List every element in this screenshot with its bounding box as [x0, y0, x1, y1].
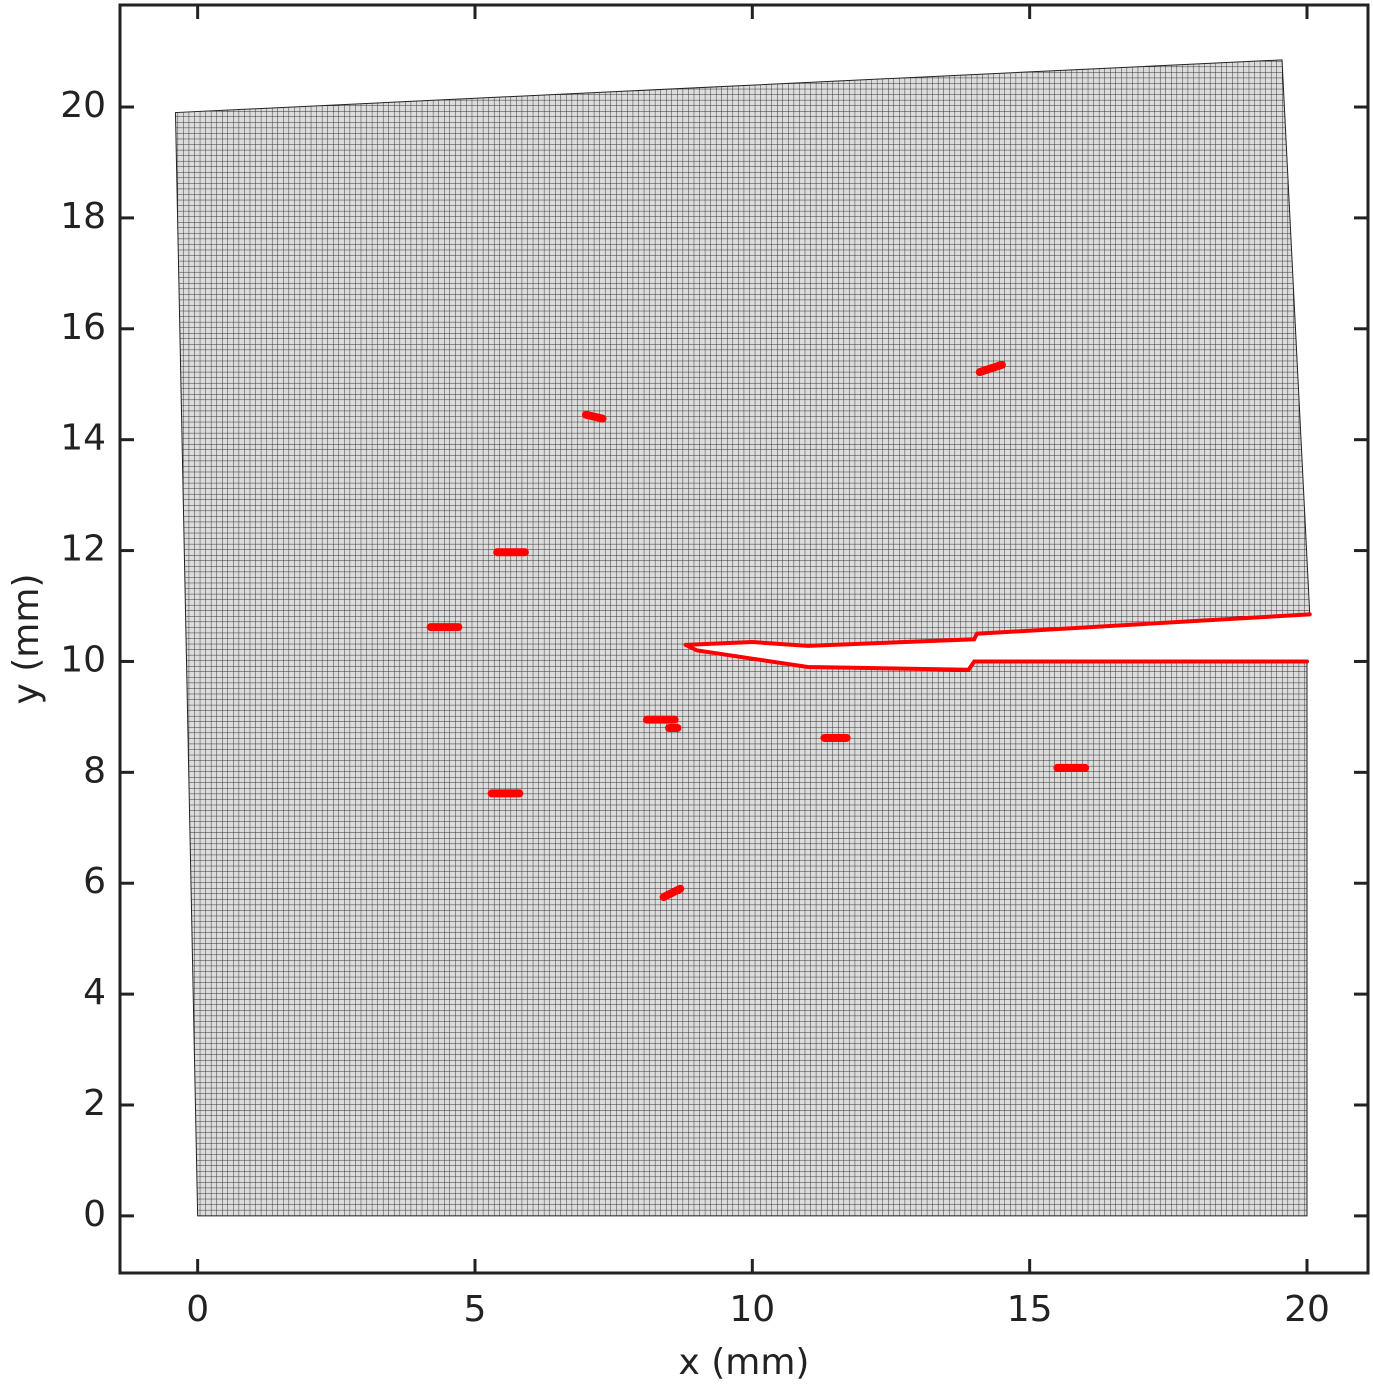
- mesh: [174, 59, 1311, 1217]
- crack-line: [683, 612, 1312, 648]
- x-axis-label: x (mm): [679, 1342, 810, 1383]
- y-tick-label: 8: [83, 750, 106, 791]
- y-tick-label: 18: [60, 196, 106, 237]
- y-tick-label: 10: [60, 639, 106, 680]
- y-tick-label: 16: [60, 307, 106, 348]
- y-tick-label: 14: [60, 418, 106, 459]
- crack-line: [683, 642, 1309, 672]
- y-tick-label: 2: [83, 1083, 106, 1124]
- y-tick-label: 12: [60, 529, 106, 570]
- x-tick-label: 10: [729, 1289, 775, 1330]
- crack-line: [659, 884, 685, 902]
- y-axis-label: y (mm): [6, 574, 47, 705]
- x-tick-label: 15: [1007, 1289, 1053, 1330]
- y-tick-label: 6: [83, 861, 106, 902]
- x-tick-label: 5: [464, 1289, 487, 1330]
- crack-line: [581, 410, 607, 423]
- y-tick-label: 4: [83, 972, 106, 1013]
- axes-frame: [118, 3, 1370, 1275]
- y-tick-label: 20: [60, 85, 106, 126]
- x-tick-label: 20: [1284, 1289, 1330, 1330]
- y-tick-label: 0: [83, 1194, 106, 1235]
- x-tick-label: 0: [186, 1289, 209, 1330]
- crack-line: [975, 360, 1006, 377]
